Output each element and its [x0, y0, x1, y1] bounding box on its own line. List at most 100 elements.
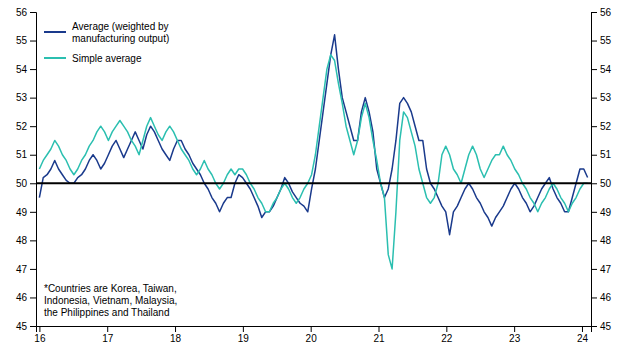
- legend-item: Simple average: [44, 53, 142, 64]
- legend-item: Average (weighted bymanufacturing output…: [44, 21, 169, 44]
- tick-label: 47: [16, 264, 28, 275]
- tick: 52: [591, 121, 612, 132]
- tick: 56: [16, 7, 36, 18]
- y-axis: 454647484950515253545556: [16, 7, 37, 332]
- tick-mark: [243, 326, 244, 332]
- y2-axis: 45 46 47 48 49 50 51 52 53 54 55 56: [591, 7, 612, 332]
- tick-label: 56: [600, 7, 612, 18]
- tick-label: 50: [16, 178, 28, 189]
- legend-label: Simple average: [72, 53, 142, 64]
- tick: 53: [591, 92, 612, 103]
- tick-mark: [591, 41, 597, 42]
- tick-label: 50: [600, 178, 612, 189]
- tick: 47: [591, 264, 612, 275]
- tick-label: 17: [102, 333, 114, 344]
- tick-label: 54: [600, 64, 612, 75]
- tick: 49: [16, 207, 36, 218]
- tick: 19: [238, 326, 250, 344]
- tick-mark: [582, 326, 583, 332]
- tick: 23: [509, 326, 521, 344]
- tick: 55: [16, 35, 36, 46]
- tick: 51: [591, 149, 612, 160]
- tick: 18: [170, 326, 182, 344]
- tick-mark: [514, 326, 515, 332]
- tick-mark: [591, 212, 597, 213]
- marks: [36, 35, 591, 269]
- tick-mark: [591, 269, 597, 270]
- tick: 55: [591, 35, 612, 46]
- tick: 24: [577, 326, 589, 344]
- axis-line: [37, 327, 592, 333]
- tick-label: 20: [306, 333, 318, 344]
- tick-mark: [591, 326, 597, 327]
- tick: 20: [306, 326, 318, 344]
- tick-mark: [30, 297, 36, 298]
- tick-mark: [591, 183, 597, 184]
- legend-label: Average (weighted bymanufacturing output…: [72, 21, 169, 44]
- tick-label: 22: [441, 333, 453, 344]
- tick-mark: [30, 183, 36, 184]
- legend-swatch: [44, 57, 66, 59]
- reference-line: [36, 182, 591, 184]
- tick-label: 52: [16, 121, 28, 132]
- tick: 46: [16, 292, 36, 303]
- tick: 45: [591, 321, 612, 332]
- tick-mark: [591, 155, 597, 156]
- tick-label: 49: [16, 207, 28, 218]
- tick-label: 19: [238, 333, 250, 344]
- tick-label: 21: [373, 333, 385, 344]
- plot: 1617181920212223244546474849505152535455…: [16, 7, 612, 344]
- tick-label: 49: [600, 207, 612, 218]
- tick-mark: [30, 12, 36, 13]
- tick-mark: [39, 326, 40, 332]
- tick-mark: [591, 69, 597, 70]
- tick: 17: [102, 326, 114, 344]
- tick-label: 51: [16, 149, 28, 160]
- tick-label: 45: [16, 321, 28, 332]
- tick: 48: [591, 235, 612, 246]
- x-axis: 16 17 18 19 20 21 22 23 24: [34, 326, 591, 344]
- tick: 52: [16, 121, 36, 132]
- tick-mark: [591, 126, 597, 127]
- tick: 22: [441, 326, 453, 344]
- legend: Average (weighted bymanufacturing output…: [44, 21, 169, 64]
- tick-mark: [30, 126, 36, 127]
- tick-label: 56: [16, 7, 28, 18]
- tick-label: 55: [600, 35, 612, 46]
- series-line: [39, 55, 587, 269]
- tick-mark: [591, 297, 597, 298]
- tick: 46: [591, 292, 612, 303]
- tick-mark: [311, 326, 312, 332]
- tick-mark: [379, 326, 380, 332]
- tick-mark: [30, 212, 36, 213]
- axis-line: [30, 13, 37, 327]
- tick-mark: [30, 326, 36, 327]
- tick-mark: [30, 98, 36, 99]
- tick: 54: [16, 64, 36, 75]
- tick-label: 52: [600, 121, 612, 132]
- tick-label: 23: [509, 333, 521, 344]
- tick-label: 24: [577, 333, 589, 344]
- tick-mark: [30, 41, 36, 42]
- tick: 45: [16, 321, 36, 332]
- tick: 56: [591, 7, 612, 18]
- tick: 50: [16, 178, 36, 189]
- tick-mark: [30, 155, 36, 156]
- tick: 16: [34, 326, 46, 344]
- legend-swatch: [44, 31, 66, 33]
- tick: 49: [591, 207, 612, 218]
- series-line: [39, 35, 587, 235]
- tick-mark: [30, 240, 36, 241]
- tick-label: 53: [600, 92, 612, 103]
- tick: 47: [16, 264, 36, 275]
- tick-mark: [30, 69, 36, 70]
- tick-mark: [591, 98, 597, 99]
- tick: 51: [16, 149, 36, 160]
- tick-mark: [591, 12, 597, 13]
- tick: 21: [373, 326, 385, 344]
- tick-label: 48: [16, 235, 28, 246]
- annotation: *Countries are Korea, Taiwan,Indonesia, …: [44, 283, 177, 318]
- tick-mark: [175, 326, 176, 332]
- tick-label: 55: [16, 35, 28, 46]
- tick-mark: [591, 240, 597, 241]
